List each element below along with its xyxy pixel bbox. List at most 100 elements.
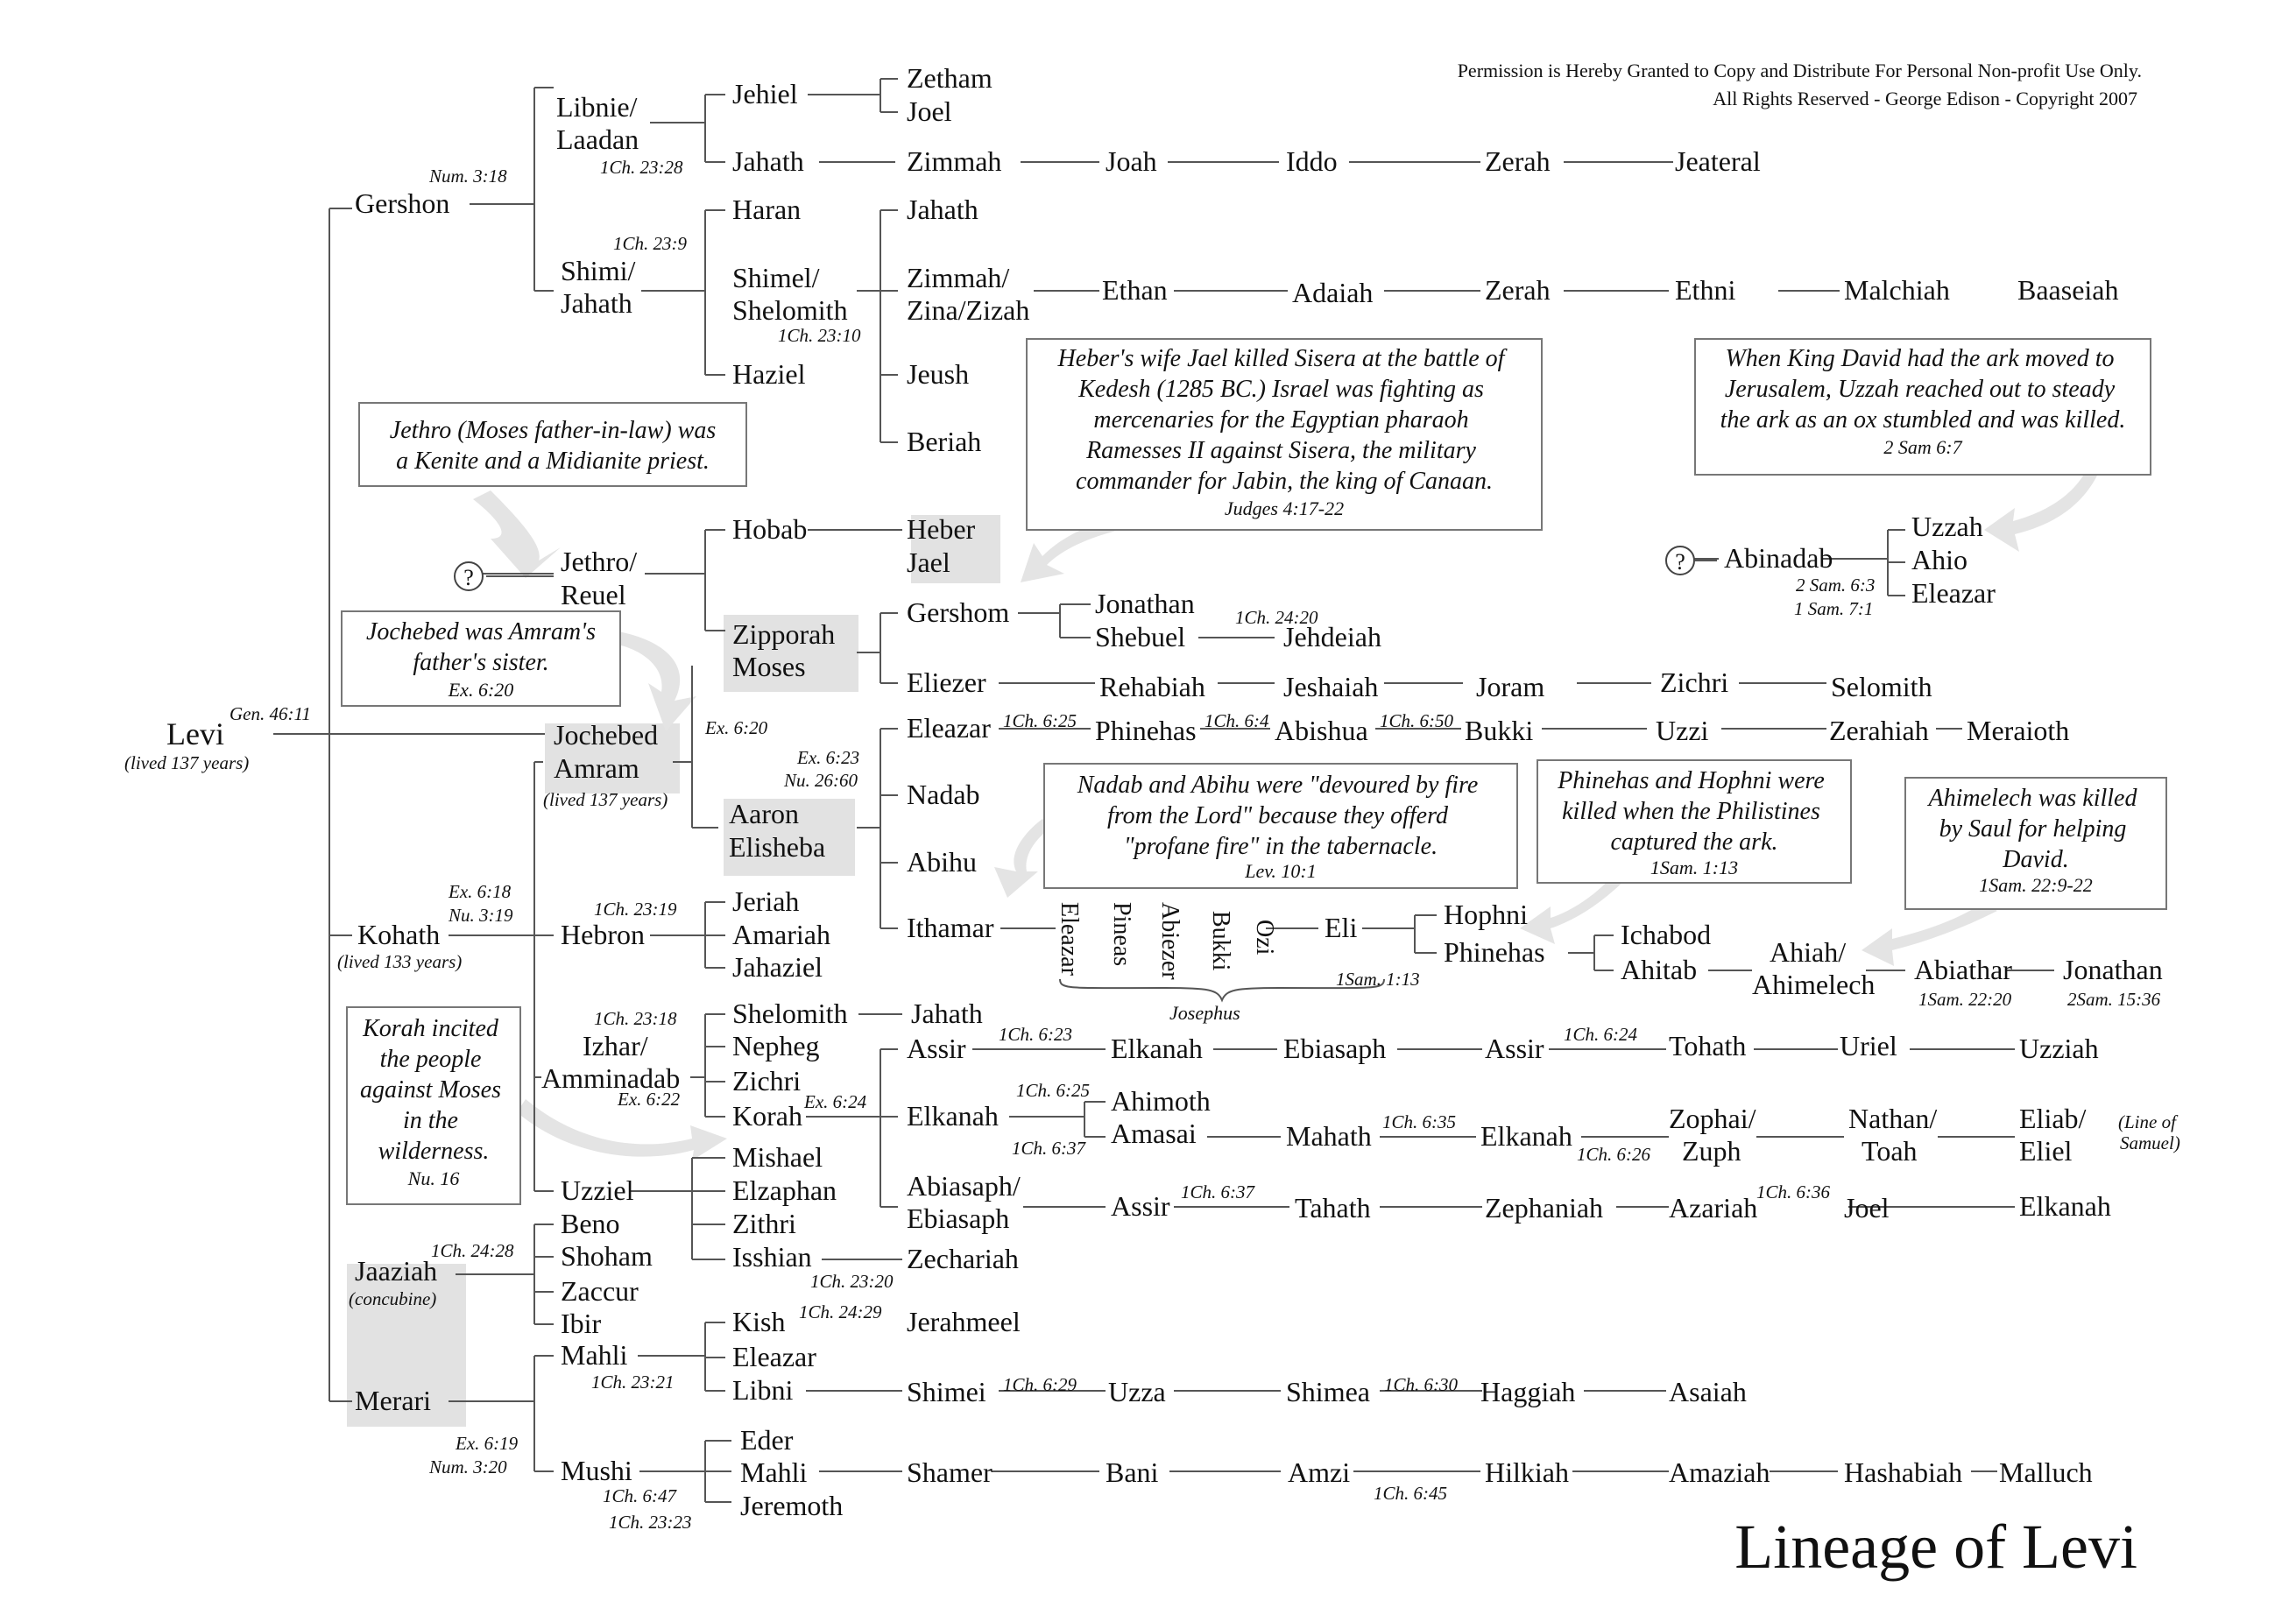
person-ichabod: Ichabod xyxy=(1621,919,1711,950)
ref-ch637a: 1Ch. 6:37 xyxy=(1012,1138,1087,1159)
ref-ch64: 1Ch. 6:4 xyxy=(1205,710,1269,731)
person-iddo: Iddo xyxy=(1286,145,1338,177)
person-jochebed: Jochebed xyxy=(554,719,658,751)
person-reuel: Reuel xyxy=(561,579,626,610)
ref-nu2660: Nu. 26:60 xyxy=(783,770,858,791)
person-jethro: Jethro/ xyxy=(561,546,637,577)
unknown-parent-circle-2 xyxy=(1665,546,1695,575)
note-ahimelech: Ahimelech was killed by Saul for helping… xyxy=(1904,777,2167,910)
ref-nu319: Nu. 3:19 xyxy=(448,905,513,926)
person-libnie: Libnie/ xyxy=(556,91,638,123)
person-hophni: Hophni xyxy=(1444,899,1528,930)
svg-text:Ex. 6:20: Ex. 6:20 xyxy=(448,679,514,701)
page-title: Lineage of Levi xyxy=(1734,1512,2137,1582)
person-mahli-b: Mahli xyxy=(740,1456,808,1488)
svg-text:2 Sam 6:7: 2 Sam 6:7 xyxy=(1883,436,1962,458)
ref-num318: Num. 3:18 xyxy=(428,166,507,187)
person-joah: Joah xyxy=(1106,145,1157,177)
person-kish: Kish xyxy=(732,1306,785,1337)
zipporah-moses-highlight xyxy=(724,615,858,692)
person-v-abiezer: Abiezer xyxy=(1156,902,1183,980)
person-jahaziel: Jahaziel xyxy=(732,951,823,983)
person-ethan: Ethan xyxy=(1102,274,1168,306)
note-jethro: Jethro (Moses father-in-law) was a Kenite… xyxy=(358,402,747,487)
person-heber: Heber xyxy=(907,513,976,545)
person-zuph: Zuph xyxy=(1682,1135,1741,1167)
person-mushi: Mushi xyxy=(561,1455,632,1486)
ref-ex622: Ex. 6:22 xyxy=(617,1089,681,1110)
person-moses: Moses xyxy=(732,651,806,682)
nadab-note-arrow xyxy=(994,819,1051,898)
ref-kohath-life: (lived 133 years) xyxy=(337,951,462,972)
ref-ch630: 1Ch. 6:30 xyxy=(1384,1374,1459,1395)
person-ahitab: Ahitab xyxy=(1621,954,1697,985)
ref-ch626: 1Ch. 6:26 xyxy=(1577,1144,1651,1165)
ref-ch2318: 1Ch. 23:18 xyxy=(594,1008,677,1029)
person-zimmah-b: Zimmah/ xyxy=(907,262,1009,293)
person-v-bukki: Bukki xyxy=(1207,911,1234,971)
ref-line-samuel-2: Samuel) xyxy=(2120,1132,2180,1153)
person-mahath: Mahath xyxy=(1286,1120,1372,1152)
person-abihu: Abihu xyxy=(907,846,977,878)
person-uzzi: Uzzi xyxy=(1656,715,1709,746)
person-uzziel: Uzziel xyxy=(561,1174,634,1206)
person-hilkiah: Hilkiah xyxy=(1485,1456,1569,1488)
uzzah-note-arrow xyxy=(1984,464,2102,552)
ref-sam63: 2 Sam. 6:3 xyxy=(1796,575,1875,596)
person-elisheba: Elisheba xyxy=(729,831,825,863)
person-elkanah-c: Elkanah xyxy=(1480,1120,1572,1152)
person-asaiah: Asaiah xyxy=(1669,1376,1747,1407)
person-zipporah: Zipporah xyxy=(732,618,835,650)
note-korah: Korah incited the people against Moses i… xyxy=(346,1006,521,1205)
korah-note-arrow xyxy=(517,1099,727,1160)
ref-ch2323: 1Ch. 23:23 xyxy=(609,1512,692,1533)
person-phinehas-a: Phinehas xyxy=(1095,715,1197,746)
person-assir-b: Assir xyxy=(1485,1033,1544,1064)
person-levi: Levi xyxy=(166,716,224,751)
note-phinehas: Phinehas and Hophni were killed when the… xyxy=(1537,759,1852,884)
person-adaiah: Adaiah xyxy=(1292,277,1373,308)
ref-gen4611: Gen. 46:11 xyxy=(230,703,311,724)
person-eleazar-c: Eleazar xyxy=(732,1341,816,1372)
person-jahath-d: Jahath xyxy=(911,998,983,1029)
svg-text:When King David had the ark mo: When King David had the ark moved to Jer… xyxy=(1720,345,2126,434)
person-zichri-b: Zichri xyxy=(732,1065,801,1097)
person-jahath-c: Jahath xyxy=(907,194,978,225)
person-isshian: Isshian xyxy=(732,1241,812,1273)
person-shamer: Shamer xyxy=(907,1456,993,1488)
person-jeateral: Jeateral xyxy=(1675,145,1761,177)
unknown-parent-circle xyxy=(454,561,484,591)
person-hobab: Hobab xyxy=(732,513,807,545)
ref-ch625b: 1Ch. 6:25 xyxy=(1016,1080,1090,1101)
person-zithri: Zithri xyxy=(732,1208,796,1239)
person-merari: Merari xyxy=(355,1385,431,1416)
svg-text:Nu. 16: Nu. 16 xyxy=(407,1167,460,1189)
person-shimel: Shimel/ xyxy=(732,262,820,293)
person-jeush: Jeush xyxy=(907,358,969,390)
svg-text:1Sam. 22:9-22: 1Sam. 22:9-22 xyxy=(1979,874,2093,896)
person-meraioth: Meraioth xyxy=(1967,715,2069,746)
person-zaccur: Zaccur xyxy=(561,1275,639,1307)
person-tohath: Tohath xyxy=(1669,1030,1746,1061)
person-ahiah: Ahiah/ xyxy=(1770,936,1846,968)
person-shimea: Shimea xyxy=(1286,1376,1370,1407)
ref-ch625: 1Ch. 6:25 xyxy=(1003,710,1077,731)
person-amasai: Amasai xyxy=(1111,1118,1197,1149)
ref-concubine: (concubine) xyxy=(349,1288,436,1309)
person-mahli-a: Mahli xyxy=(561,1339,628,1371)
jaaziah-merari-highlight xyxy=(347,1264,466,1427)
svg-text:Nadab and Abihu were "devoured: Nadab and Abihu were "devoured by fire f… xyxy=(1077,772,1485,860)
person-korah: Korah xyxy=(732,1100,802,1132)
person-joel-b: Joel xyxy=(1844,1192,1890,1224)
person-jehiel: Jehiel xyxy=(732,78,798,109)
svg-text:Heber's wife Jael killed Siser: Heber's wife Jael killed Sisera at the b… xyxy=(1057,345,1511,495)
person-mishael: Mishael xyxy=(732,1141,823,1173)
person-uzza: Uzza xyxy=(1108,1376,1166,1407)
person-v-ozi: Ozi xyxy=(1251,920,1278,956)
person-jonathan-a: Jonathan xyxy=(1095,588,1195,619)
person-gershon: Gershon xyxy=(355,187,449,219)
person-abishua: Abishua xyxy=(1275,715,1368,746)
note-jochebed: Jochebed was Amram's father's sister. Ex.… xyxy=(341,610,621,707)
